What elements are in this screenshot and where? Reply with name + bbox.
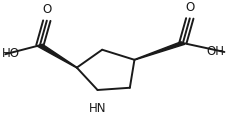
Polygon shape <box>37 44 77 68</box>
Text: O: O <box>42 3 51 16</box>
Text: HO: HO <box>2 47 20 60</box>
Text: OH: OH <box>205 45 223 58</box>
Text: O: O <box>184 1 194 15</box>
Text: HN: HN <box>88 102 106 115</box>
Polygon shape <box>134 42 184 60</box>
